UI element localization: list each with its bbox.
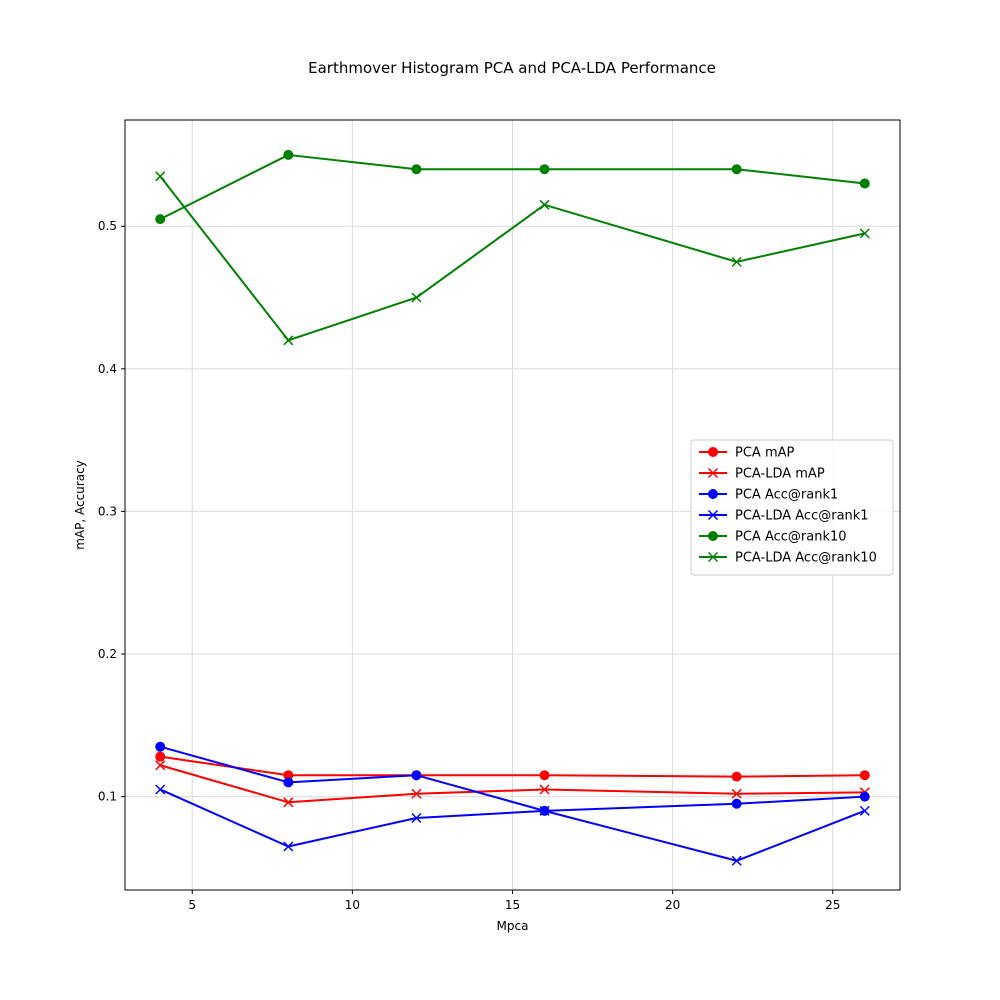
legend-item: PCA Acc@rank10 xyxy=(699,530,847,545)
legend-item: PCA-LDA mAP xyxy=(699,467,825,482)
y-tick-label: 0.2 xyxy=(98,647,117,661)
series-4 xyxy=(155,149,870,225)
y-tick-label: 0.1 xyxy=(98,790,117,804)
legend-label: PCA mAP xyxy=(735,446,794,461)
legend-label: PCA-LDA Acc@rank1 xyxy=(735,509,869,524)
ticks: 5 10 15 20 25 0.1 0.2 0.3 0.4 0.5 xyxy=(98,219,840,912)
series-line xyxy=(159,175,865,342)
data-point xyxy=(859,805,870,816)
data-point xyxy=(731,164,742,175)
y-tick-label: 0.5 xyxy=(98,219,117,233)
data-point xyxy=(411,292,422,303)
data-point xyxy=(411,164,422,175)
series-2 xyxy=(155,741,870,816)
data-point xyxy=(155,784,166,795)
y-tick-label: 0.4 xyxy=(98,362,117,376)
legend-marker xyxy=(707,467,719,479)
data-point xyxy=(731,256,742,267)
data-point xyxy=(539,784,550,795)
x-tick-label: 20 xyxy=(665,898,680,912)
series-3 xyxy=(155,784,870,866)
data-point xyxy=(283,777,294,788)
data-point xyxy=(283,149,294,160)
data-point xyxy=(539,770,550,781)
y-axis-label: mAP, Accuracy xyxy=(73,460,87,550)
data-point xyxy=(283,335,294,346)
legend-item: PCA-LDA Acc@rank1 xyxy=(699,509,869,524)
legend-marker xyxy=(708,447,718,457)
data-point xyxy=(155,214,166,225)
data-point xyxy=(411,788,422,799)
legend: PCA mAP PCA-LDA mAP PCA Acc@rank1 PCA-LDA A… xyxy=(690,439,894,576)
data-point xyxy=(731,855,742,866)
data-point xyxy=(539,164,550,175)
legend-item: PCA-LDA Acc@rank10 xyxy=(699,551,877,566)
legend-box xyxy=(690,439,894,576)
y-tick-label: 0.3 xyxy=(98,504,117,518)
x-tick-label: 25 xyxy=(825,898,840,912)
data-point xyxy=(859,770,870,781)
data-point xyxy=(539,805,550,816)
data-point xyxy=(539,199,550,210)
series-5 xyxy=(155,171,870,346)
data-point xyxy=(155,760,166,771)
legend-item: PCA mAP xyxy=(699,446,794,461)
data-point xyxy=(155,171,166,182)
data-point xyxy=(731,798,742,809)
data-point xyxy=(859,228,870,239)
series-line xyxy=(160,755,865,778)
legend-item: PCA Acc@rank1 xyxy=(699,488,838,503)
legend-label: PCA-LDA Acc@rank10 xyxy=(735,551,877,566)
data-point xyxy=(859,178,870,189)
legend-label: PCA-LDA mAP xyxy=(735,467,825,482)
legend-label: PCA Acc@rank10 xyxy=(735,530,847,545)
data-point xyxy=(731,788,742,799)
legend-marker xyxy=(708,531,718,541)
x-tick-label: 5 xyxy=(188,898,196,912)
x-axis-label: Mpca xyxy=(497,919,529,933)
data-point xyxy=(283,841,294,852)
x-tick-label: 10 xyxy=(345,898,360,912)
series-line xyxy=(159,745,865,812)
series-line xyxy=(159,788,866,862)
series-line xyxy=(159,153,865,220)
data-point xyxy=(731,771,742,782)
series-line xyxy=(159,764,865,804)
data-point xyxy=(411,770,422,781)
data-point xyxy=(155,751,166,762)
series-layer xyxy=(155,149,870,866)
data-point xyxy=(411,812,422,824)
data-point xyxy=(155,741,166,752)
chart-title: Earthmover Histogram PCA and PCA-LDA Per… xyxy=(308,59,716,77)
legend-marker xyxy=(707,551,719,563)
x-tick-label: 15 xyxy=(505,898,520,912)
data-point xyxy=(283,797,294,808)
legend-label: PCA Acc@rank1 xyxy=(735,488,838,503)
data-point xyxy=(859,791,870,802)
legend-marker xyxy=(707,509,719,521)
legend-marker xyxy=(708,489,718,499)
